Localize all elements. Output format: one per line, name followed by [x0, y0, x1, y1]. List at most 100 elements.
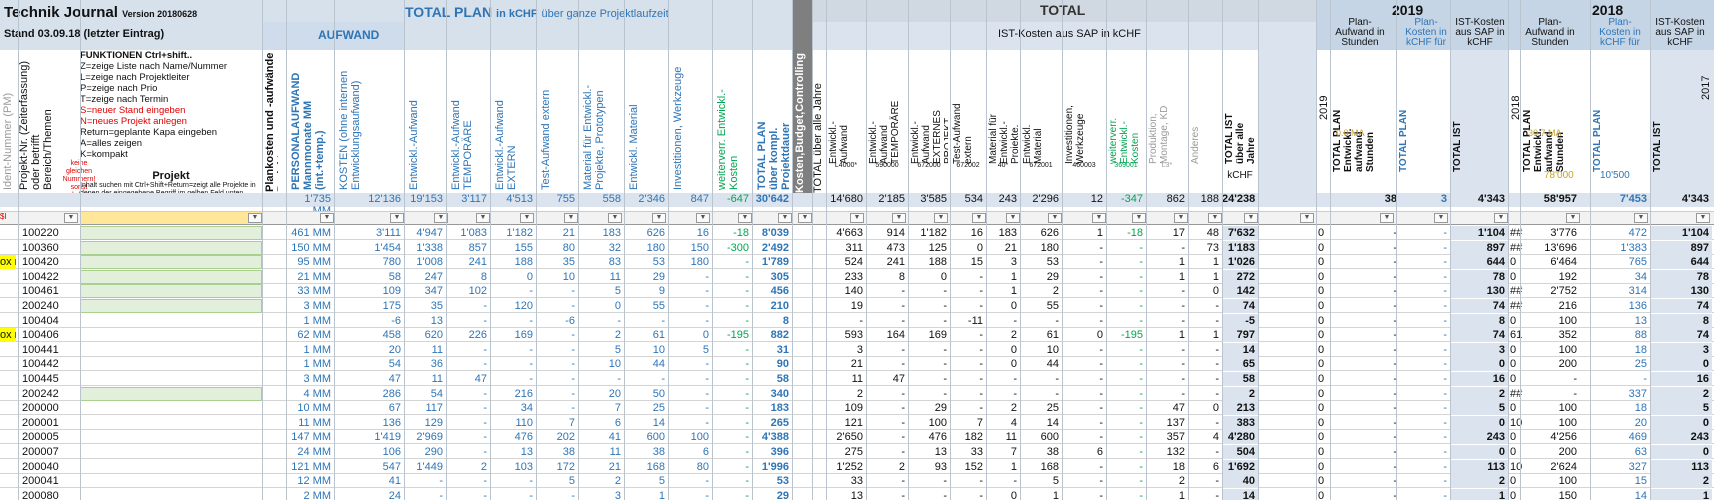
plan-cell: -: [705, 270, 709, 283]
filter-dropdown-button[interactable]: ▼: [738, 213, 752, 223]
project-name-cell[interactable]: [80, 240, 262, 255]
plan-cell: 5: [702, 343, 709, 356]
filter-dropdown-button[interactable]: ▼: [778, 213, 792, 223]
plan-cell: -: [705, 475, 709, 488]
ist-cell: 74: [1222, 299, 1258, 313]
y2018-ist-col-bg: [1650, 50, 1714, 193]
filter-dropdown-button[interactable]: ▼: [320, 213, 334, 223]
project-name-cell[interactable]: [80, 299, 262, 313]
filter-dropdown-button[interactable]: ▼: [850, 213, 864, 223]
ist-cell: 55: [1046, 300, 1059, 312]
y2018-cell: 352: [1558, 329, 1577, 342]
ist-cell: 1'692: [1222, 459, 1258, 474]
plan-cell: 2'492: [761, 241, 789, 254]
y2018-cell: ##: [1510, 300, 1523, 312]
filter-dropdown-button[interactable]: ▼: [652, 213, 666, 223]
search-input[interactable]: [80, 212, 262, 224]
project-name-cell[interactable]: [80, 269, 262, 284]
filter-dropdown-button[interactable]: ▼: [434, 213, 448, 223]
y2018-cell: -: [1643, 373, 1647, 385]
project-name-cell[interactable]: [80, 460, 262, 474]
filter-dropdown-button[interactable]: ▼: [1696, 213, 1710, 223]
filter-dropdown-button[interactable]: ▼: [1634, 213, 1648, 223]
filter-dropdown-button[interactable]: ▼: [798, 213, 812, 223]
project-name-cell[interactable]: [80, 314, 262, 328]
y2019-cell: 1: [1450, 488, 1508, 500]
project-name-cell[interactable]: [80, 255, 262, 270]
plan-cell: 8'039: [761, 227, 789, 239]
filter-dropdown-button[interactable]: ▼: [1300, 213, 1314, 223]
plan-cell: 62 MM: [297, 329, 331, 342]
ist-cell: 11: [851, 373, 863, 385]
ist-cell: 183: [998, 227, 1017, 239]
filter-dropdown-button[interactable]: ▼: [1434, 213, 1448, 223]
project-name-cell[interactable]: [80, 372, 262, 386]
filter-dropdown-button[interactable]: ▼: [892, 213, 906, 223]
ist-header: Entwickl.- Aufwand EXTERNES PROJEKT: [910, 110, 948, 164]
y2019-cell: 2: [1450, 474, 1508, 489]
plan-cell: 305: [770, 270, 789, 283]
filter-dropdown-button[interactable]: ▼: [476, 213, 490, 223]
ist-cell: -: [1139, 431, 1143, 444]
project-name-cell[interactable]: [80, 343, 262, 357]
filter-dropdown-button[interactable]: ▼: [1208, 213, 1222, 223]
project-name-cell[interactable]: [80, 430, 262, 444]
plan-cell: 67: [388, 402, 401, 415]
ist-header: weiterverr. Entwickl.- Kosten: [1108, 117, 1141, 164]
filter-dropdown-button[interactable]: ▼: [1174, 213, 1188, 223]
ist-cell: -: [1099, 270, 1103, 283]
filter-dropdown-button[interactable]: ▼: [564, 213, 578, 223]
function-item: Z=zeige Liste nach Name/Nummer: [80, 61, 228, 72]
filter-dropdown-button[interactable]: ▼: [934, 213, 948, 223]
y2019-cell: -: [1340, 328, 1400, 342]
ist-cell: 2: [1010, 402, 1017, 415]
filter-dropdown-button[interactable]: ▼: [1380, 213, 1394, 223]
y2018-cell: 327: [1628, 460, 1647, 473]
y2018-cell: 6'464: [1550, 256, 1577, 269]
ist-cell: 504: [1222, 445, 1258, 459]
filter-dropdown-button[interactable]: ▼: [1048, 213, 1062, 223]
y2018-cell: 472: [1628, 227, 1647, 239]
ist-cell: 7: [976, 416, 983, 429]
filter-dropdown-button[interactable]: ▼: [972, 213, 986, 223]
filter-dropdown-button[interactable]: ▼: [520, 213, 534, 223]
filter-dropdown-button[interactable]: ▼: [64, 213, 78, 223]
ist-cell: 275: [844, 446, 863, 458]
filter-dropdown-button[interactable]: ▼: [1494, 213, 1508, 223]
ist-cell: -: [1139, 241, 1143, 254]
plan-cell: -: [705, 285, 709, 298]
ident-header: Ident-Nummer (PM): [2, 92, 14, 190]
filter-dropdown-button[interactable]: ▼: [696, 213, 710, 223]
plan-cell: -: [705, 416, 709, 429]
y2019-cell: 0: [1318, 416, 1325, 429]
y2019-header: Plan- Kosten in kCHF für: [1405, 18, 1447, 48]
project-name-cell[interactable]: [80, 416, 262, 430]
filter-dropdown-button[interactable]: ▼: [1006, 213, 1020, 223]
grid-line: [1258, 0, 1259, 500]
ist-cell: -: [1139, 256, 1143, 269]
y2018-cell: ##: [1510, 387, 1523, 400]
project-name-cell[interactable]: [80, 386, 262, 401]
project-name-cell[interactable]: [80, 489, 262, 500]
project-name-cell[interactable]: [80, 328, 262, 342]
project-name-cell[interactable]: [80, 474, 262, 488]
plan-cell: 1'449: [416, 460, 443, 473]
plan-cell: 44: [652, 358, 665, 371]
project-name-cell[interactable]: [80, 226, 262, 240]
filter-dropdown-button[interactable]: ▼: [248, 213, 262, 223]
ist-cell: 1: [1096, 227, 1103, 239]
filter-dropdown-button[interactable]: ▼: [1092, 213, 1106, 223]
filter-dropdown-button[interactable]: ▼: [390, 213, 404, 223]
filter-dropdown-button[interactable]: ▼: [608, 213, 622, 223]
total-plan-value: 755: [556, 193, 575, 205]
project-name-cell[interactable]: [80, 284, 262, 299]
project-name-cell[interactable]: [80, 445, 262, 459]
filter-dropdown-button[interactable]: ▼: [1244, 213, 1258, 223]
project-name-cell[interactable]: [80, 357, 262, 371]
filter-dropdown-button[interactable]: ▼: [1566, 213, 1580, 223]
project-name-cell[interactable]: [80, 401, 262, 415]
y2019-cell: -: [1340, 416, 1400, 430]
ist-cell: 1: [1052, 489, 1059, 500]
filter-dropdown-button[interactable]: ▼: [1132, 213, 1146, 223]
ist-cell: 241: [886, 256, 905, 269]
